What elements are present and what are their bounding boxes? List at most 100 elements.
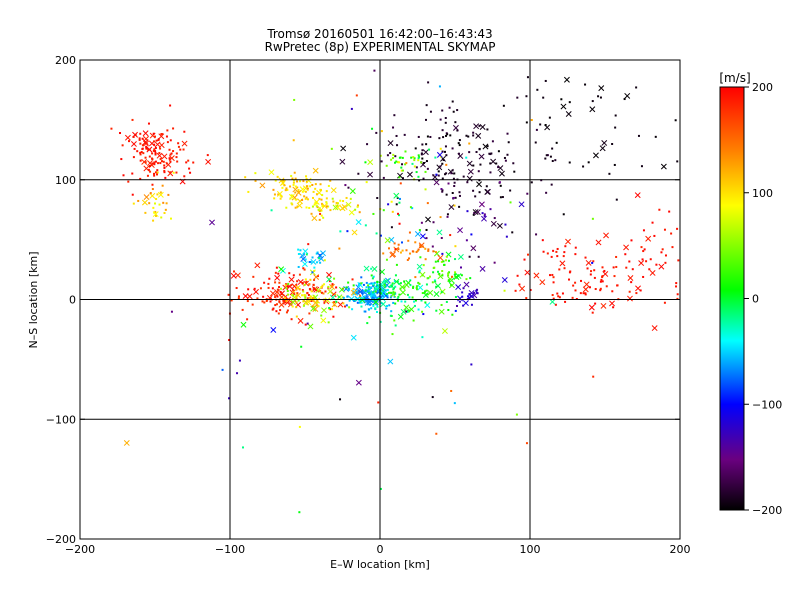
data-point [281,182,284,185]
data-point [165,202,168,205]
colorbar-tick-label: −100 [752,398,782,411]
data-point [391,333,394,336]
data-point [414,276,417,279]
data-point-cross [338,286,345,293]
data-point [149,192,152,195]
data-point [452,110,455,113]
data-point-cross [157,191,164,198]
data-point [439,118,442,121]
data-point [396,280,399,283]
data-point [302,267,305,270]
data-point [483,213,486,216]
data-point [441,109,444,112]
data-point-cross [181,140,188,147]
data-point [472,131,475,134]
data-point [454,296,457,299]
data-point [613,163,616,166]
data-point [369,292,372,295]
data-point [281,186,284,189]
data-point [417,175,420,178]
data-point [335,201,338,204]
data-point [274,179,277,182]
data-point-cross [658,263,665,270]
data-point [523,258,526,261]
data-point [155,139,158,142]
data-point [670,232,673,235]
data-point [161,133,164,136]
data-point [298,273,301,276]
data-point-cross [457,253,464,260]
data-point [308,260,311,263]
data-point [406,293,409,296]
data-point [292,183,295,186]
data-point [611,290,614,293]
data-point [426,202,429,205]
data-point [401,177,404,180]
data-point [593,276,596,279]
data-point [388,304,391,307]
data-point [304,323,307,326]
data-point [277,193,280,196]
data-point [133,147,136,150]
data-point [434,156,437,159]
data-point [283,184,286,187]
data-point [427,81,430,84]
data-point [170,152,173,155]
data-point [509,189,512,192]
data-point [489,162,492,165]
data-point-cross [476,181,483,188]
data-point [370,274,373,277]
data-point [367,287,370,290]
data-point [549,274,552,277]
data-point [425,104,428,107]
x-tick-label: 100 [520,543,541,556]
data-point [424,301,427,304]
data-point [309,288,312,291]
data-point [450,172,453,175]
data-point [284,284,287,287]
data-point [564,300,567,303]
data-point [323,259,326,262]
data-point [574,253,577,256]
data-point [546,252,549,255]
data-point [423,291,426,294]
data-point [291,301,294,304]
data-point [394,274,397,277]
data-point [274,281,277,284]
data-point [601,275,604,278]
data-point [415,251,418,254]
data-point [486,128,489,131]
data-point [290,202,293,205]
data-point [418,156,421,159]
data-point [558,268,561,271]
data-point [375,288,378,291]
data-point [409,279,412,282]
data-point [415,285,418,288]
data-point [431,396,434,399]
data-point [661,248,664,251]
data-point [154,202,157,205]
data-point [551,147,554,150]
data-point [316,251,319,254]
data-point [306,322,309,325]
data-point [411,296,414,299]
data-point [417,154,420,157]
data-point-cross [585,259,592,266]
data-point [393,242,396,245]
data-point [320,214,323,217]
data-point [331,283,334,286]
data-point [304,278,307,281]
data-point-cross [565,238,571,245]
data-point [315,193,318,196]
data-point [302,290,305,293]
data-point [297,189,300,192]
data-point-cross [490,158,497,165]
data-point-cross [397,172,403,179]
data-point [399,251,402,254]
data-point [291,203,294,206]
data-point [411,162,414,165]
data-point [403,133,406,136]
y-tick-label: −200 [46,533,76,546]
data-point [131,172,134,175]
data-point [294,177,297,180]
